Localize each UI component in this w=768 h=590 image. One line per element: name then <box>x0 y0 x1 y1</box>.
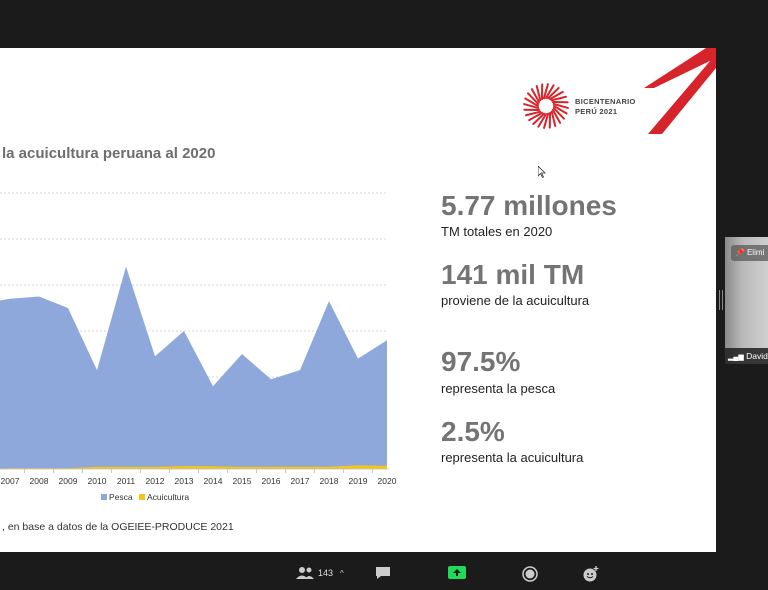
pin-label: Elimi <box>746 248 765 257</box>
participant-name-bar: ▂▄▆ David <box>725 348 768 364</box>
x-tick-label: 2009 <box>59 476 78 486</box>
x-tick-label: 2018 <box>320 476 339 486</box>
presentation-slide: la acuicultura peruana al 2020 BICENTENA… <box>0 48 716 552</box>
x-tick-label: 2020 <box>378 476 397 486</box>
x-tick-label: 2013 <box>175 476 194 486</box>
legend-label-acuicultura: Acuicultura <box>147 492 189 502</box>
record-icon[interactable] <box>522 566 538 582</box>
stat-pesca-label: representa la pesca <box>441 381 556 396</box>
x-tick-label: 2012 <box>146 476 165 486</box>
stat-acuicultura-percent-label: representa la acuicultura <box>441 450 584 465</box>
legend-swatch-pesca <box>101 494 107 500</box>
reactions-icon[interactable] <box>582 566 600 582</box>
participants-icon[interactable] <box>296 566 314 580</box>
stat-acuicultura-percent: 2.5% <box>441 416 505 447</box>
splitter-handle[interactable] <box>719 290 723 310</box>
x-tick-label: 2019 <box>349 476 368 486</box>
source-note: , en base a datos de la OGEIEE-PRODUCE 2… <box>2 521 234 533</box>
mouse-cursor-icon <box>538 166 546 178</box>
x-tick-label: 2015 <box>233 476 252 486</box>
logo-text: BICENTENARIO PERÚ 2021 <box>575 97 636 117</box>
x-tick-label: 2014 <box>204 476 223 486</box>
share-screen-icon[interactable] <box>448 566 466 580</box>
participants-count: 143 <box>318 568 334 578</box>
x-tick-label: 2008 <box>30 476 49 486</box>
bicentenario-logo-icon <box>523 83 569 129</box>
x-tick-label: 2011 <box>117 476 136 486</box>
x-tick-label: 2007 <box>1 476 20 486</box>
chat-icon[interactable] <box>375 566 391 580</box>
participant-name: David <box>746 351 768 361</box>
stat-acuicultura-value: 141 mil TM <box>441 259 585 290</box>
slide-title: la acuicultura peruana al 2020 <box>2 145 216 162</box>
logo-line-2: PERÚ 2021 <box>575 107 618 116</box>
production-area-chart: 2007 2008 2009 2010 2011 2012 2013 2014 2015 2016… <box>0 192 397 502</box>
stat-total-label: TM totales en 2020 <box>441 224 553 239</box>
participants-caret-icon[interactable]: ^ <box>340 569 344 578</box>
meeting-toolbar <box>0 552 768 590</box>
x-tick-label: 2016 <box>262 476 281 486</box>
x-tick-label: 2017 <box>291 476 310 486</box>
stat-acuicultura-label: proviene de la acuicultura <box>441 293 590 308</box>
flag-stripes-decoration <box>644 48 716 134</box>
logo-line-1: BICENTENARIO <box>575 97 636 106</box>
participant-video-tile[interactable]: 📌 Elimi ▂▄▆ David <box>725 237 768 364</box>
stat-pesca-percent: 97.5% <box>441 346 521 377</box>
signal-icon: ▂▄▆ <box>728 354 744 361</box>
x-tick-label: 2010 <box>88 476 107 486</box>
legend-label-pesca: Pesca <box>109 492 133 502</box>
stat-total-value: 5.77 millones <box>441 190 617 221</box>
pin-button[interactable]: 📌 Elimi <box>731 245 768 261</box>
pin-icon: 📌 <box>735 248 745 257</box>
legend-swatch-acuicultura <box>139 494 145 500</box>
series-area-acuicultura <box>0 465 387 469</box>
series-area-pesca <box>0 266 387 469</box>
